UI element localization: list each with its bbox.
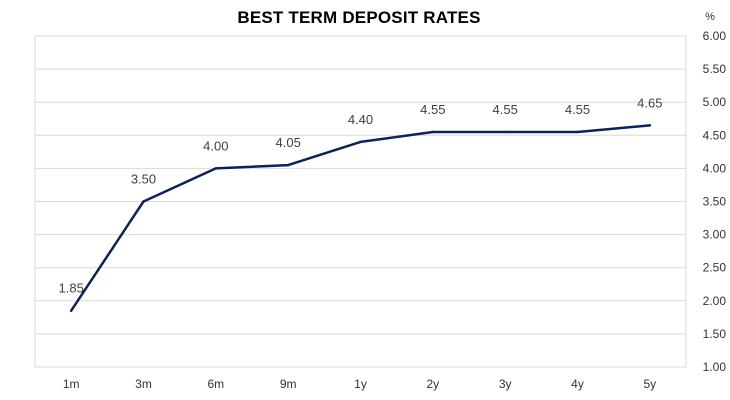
data-point: [503, 130, 507, 134]
x-tick-label: 2y: [426, 377, 439, 391]
data-point: [359, 140, 362, 144]
data-label: 4.40: [348, 112, 373, 127]
data-point: [648, 124, 652, 127]
y-tick-label: 1.50: [703, 327, 727, 341]
x-tick-label: 5y: [643, 377, 656, 391]
data-label: 4.05: [276, 135, 301, 150]
y-tick-label: 1.00: [703, 360, 727, 374]
data-label: 4.55: [420, 102, 445, 117]
data-point: [286, 163, 290, 167]
x-tick-label: 4y: [571, 377, 584, 391]
x-tick-label: 3y: [499, 377, 512, 391]
y-tick-label: 6.00: [703, 29, 727, 43]
x-tick-label: 9m: [280, 377, 297, 391]
data-label: 4.55: [565, 102, 590, 117]
data-point: [69, 309, 73, 312]
data-label: 4.55: [493, 102, 518, 117]
y-tick-label: 4.50: [703, 128, 727, 142]
x-tick-label: 1m: [63, 377, 80, 391]
chart-title: BEST TERM DEPOSIT RATES: [237, 8, 481, 27]
data-label: 1.85: [59, 281, 84, 296]
data-label: 4.00: [203, 138, 228, 153]
y-unit-label: %: [705, 11, 715, 23]
y-tick-label: 5.50: [703, 62, 727, 76]
series-line: [69, 124, 652, 312]
x-tick-label: 6m: [207, 377, 224, 391]
y-tick-label: 3.00: [703, 228, 727, 242]
y-tick-label: 4.00: [703, 161, 727, 175]
data-label: 3.50: [131, 172, 156, 187]
y-tick-label: 2.00: [703, 294, 727, 308]
x-tick-label: 1y: [354, 377, 367, 391]
data-point: [576, 130, 579, 134]
data-label: 4.65: [637, 95, 662, 110]
data-point: [431, 130, 435, 134]
data-point: [214, 167, 218, 170]
y-tick-label: 2.50: [703, 261, 727, 275]
x-tick-label: 3m: [135, 377, 152, 391]
y-tick-label: 3.50: [703, 195, 727, 209]
y-tick-label: 5.00: [703, 95, 727, 109]
data-point: [142, 200, 145, 203]
